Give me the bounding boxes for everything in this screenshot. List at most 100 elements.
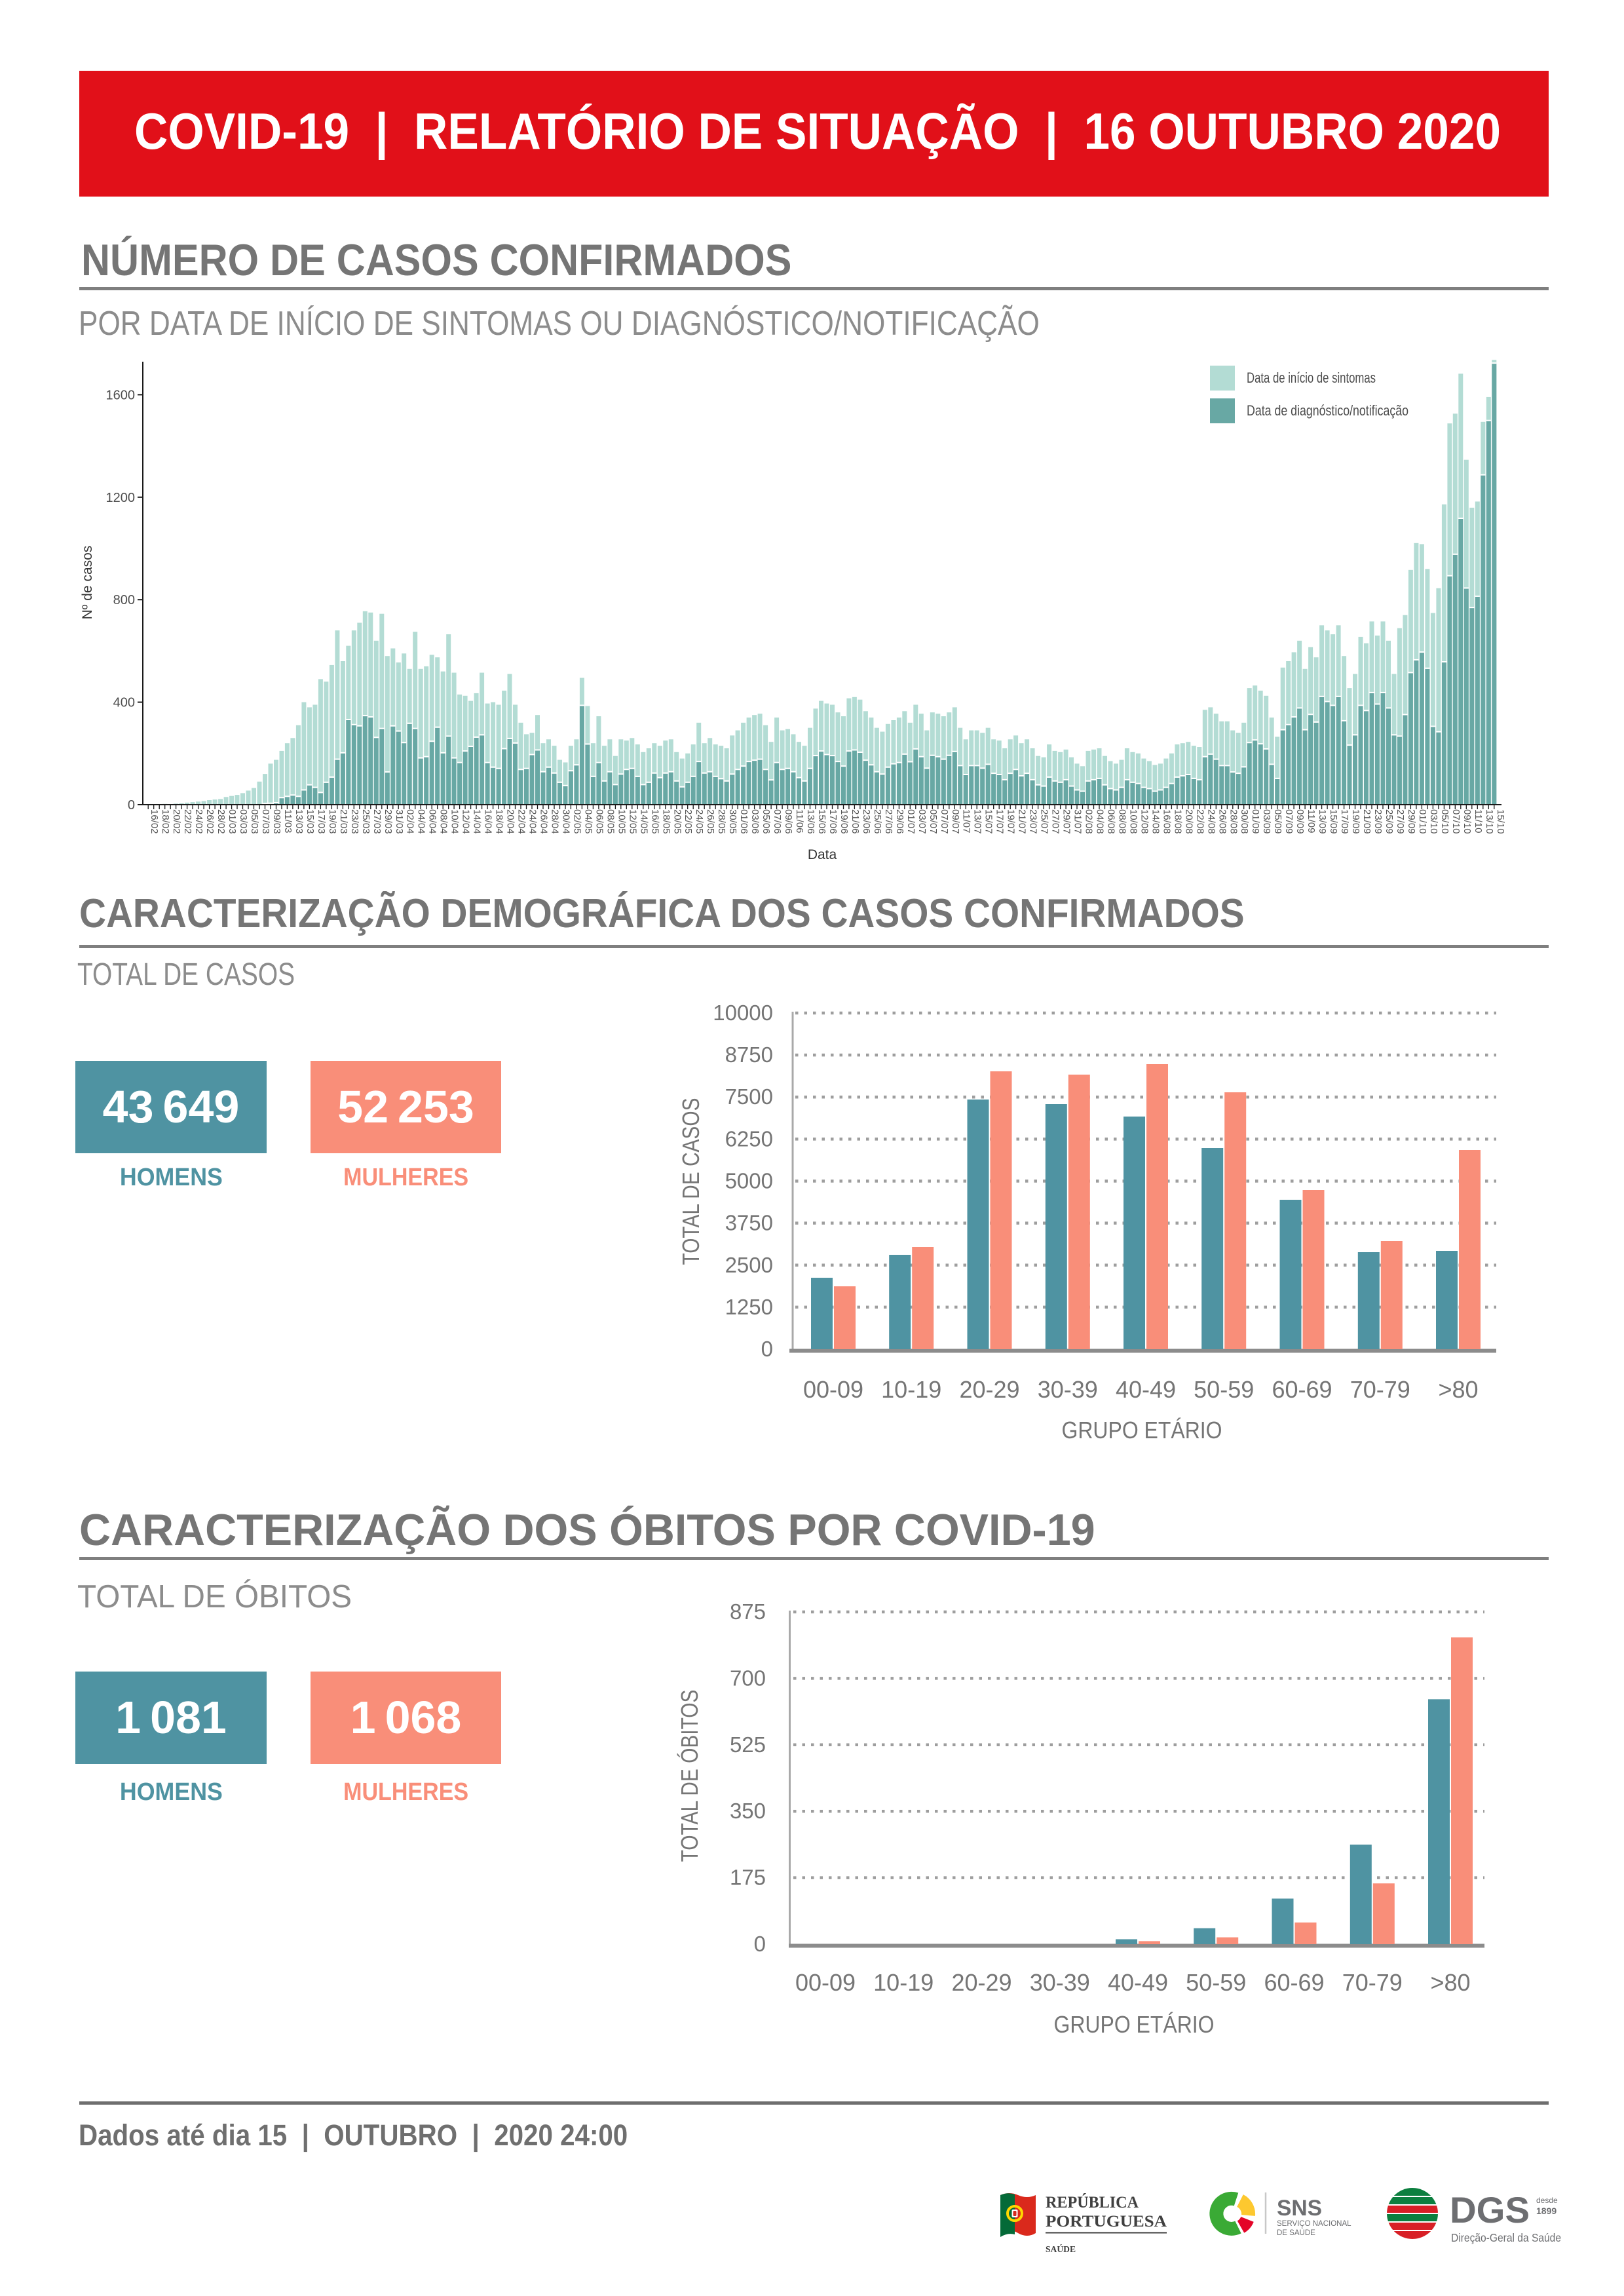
svg-text:50-59: 50-59 [1186,1969,1246,1996]
svg-text:11/07: 11/07 [961,809,972,833]
svg-text:20/08: 20/08 [1183,809,1194,834]
svg-text:28/05: 28/05 [716,809,727,834]
svg-text:15/03: 15/03 [305,809,316,834]
svg-text:25/07: 25/07 [1039,809,1050,834]
svg-text:10-19: 10-19 [873,1969,934,1996]
svg-text:5000: 5000 [725,1169,773,1193]
svg-text:70-79: 70-79 [1350,1376,1410,1403]
svg-text:24/04: 24/04 [527,809,538,834]
svg-text:27/03: 27/03 [371,809,383,834]
svg-text:07/09: 07/09 [1283,809,1294,834]
svg-text:16/04: 16/04 [483,809,494,834]
svg-text:10000: 10000 [713,1001,773,1025]
svg-text:30-39: 30-39 [1038,1376,1098,1403]
svg-text:02/05: 02/05 [571,809,582,834]
svg-text:05/09: 05/09 [1272,809,1283,834]
svg-text:27/06: 27/06 [883,809,894,834]
svg-text:08/05: 08/05 [605,809,616,834]
svg-text:Data: Data [808,847,837,862]
svg-text:07/03: 07/03 [260,809,271,834]
svg-text:07/10: 07/10 [1450,809,1462,834]
svg-text:01/10: 01/10 [1417,809,1428,834]
svg-text:13/07: 13/07 [972,809,983,834]
svg-text:03/03: 03/03 [238,809,249,834]
svg-text:12/08: 12/08 [1139,809,1150,834]
svg-text:03/06: 03/06 [749,809,761,834]
svg-text:23/07: 23/07 [1028,809,1039,834]
svg-text:00-09: 00-09 [803,1376,863,1403]
svg-text:525: 525 [730,1732,766,1757]
svg-text:09/06: 09/06 [783,809,794,834]
svg-text:11/03: 11/03 [282,809,293,833]
svg-text:800: 800 [113,593,135,607]
svg-text:60-69: 60-69 [1272,1376,1332,1403]
svg-text:16/02: 16/02 [149,809,160,834]
svg-text:19/07: 19/07 [1006,809,1017,834]
svg-text:17/07: 17/07 [994,809,1006,834]
svg-text:28/02: 28/02 [216,809,227,834]
svg-text:GRUPO ETÁRIO: GRUPO ETÁRIO [1054,2011,1215,2038]
svg-text:23/03: 23/03 [349,809,360,834]
svg-text:06/05: 06/05 [594,809,605,834]
svg-text:07/06: 07/06 [772,809,783,834]
svg-text:2500: 2500 [725,1253,773,1277]
svg-text:24/08: 24/08 [1205,809,1217,834]
svg-text:19/03: 19/03 [327,809,338,834]
svg-text:21/03: 21/03 [338,809,349,834]
svg-text:30/04: 30/04 [561,809,572,834]
svg-text:SAÚDE: SAÚDE [1046,2244,1076,2255]
svg-text:SNS: SNS [1277,2196,1322,2221]
svg-text:04/05: 04/05 [582,809,594,834]
svg-text:22/04: 22/04 [516,809,527,834]
svg-text:04/04: 04/04 [416,809,427,834]
svg-text:875: 875 [730,1599,766,1624]
svg-text:15/07: 15/07 [983,809,994,834]
svg-text:21/06: 21/06 [850,809,861,834]
svg-text:18/02: 18/02 [160,809,171,834]
svg-text:14/04: 14/04 [472,809,483,834]
svg-text:17/06: 17/06 [827,809,839,834]
svg-text:70-79: 70-79 [1342,1969,1403,1996]
svg-text:11/10: 11/10 [1473,809,1484,833]
svg-text:30/05: 30/05 [727,809,738,834]
svg-text:13/06: 13/06 [805,809,816,834]
svg-text:18/08: 18/08 [1172,809,1183,834]
svg-text:DGS: DGS [1450,2189,1530,2230]
svg-text:700: 700 [730,1666,766,1690]
svg-text:11/06: 11/06 [794,809,805,833]
svg-text:27/09: 27/09 [1395,809,1406,834]
svg-text:TOTAL DE ÓBITOS: TOTAL DE ÓBITOS [676,1690,703,1862]
svg-text:175: 175 [730,1866,766,1890]
svg-text:31/07: 31/07 [1072,809,1084,834]
svg-text:15/09: 15/09 [1328,809,1339,834]
svg-text:11/09: 11/09 [1306,809,1317,833]
svg-text:08/08: 08/08 [1117,809,1128,834]
svg-text:14/05: 14/05 [638,809,649,834]
svg-text:1250: 1250 [725,1295,773,1319]
svg-text:09/03: 09/03 [271,809,282,834]
svg-text:8750: 8750 [725,1043,773,1067]
svg-text:29/03: 29/03 [383,809,394,834]
svg-text:02/04: 02/04 [405,809,416,834]
svg-text:24/05: 24/05 [694,809,705,834]
svg-text:6250: 6250 [725,1126,773,1151]
svg-text:15/06: 15/06 [816,809,827,834]
svg-text:0: 0 [128,798,135,813]
svg-text:03/09: 03/09 [1261,809,1272,834]
svg-text:15/10: 15/10 [1495,809,1506,834]
svg-text:13/03: 13/03 [293,809,305,834]
svg-text:20-29: 20-29 [959,1376,1019,1403]
svg-text:30/08: 30/08 [1239,809,1250,834]
svg-text:0: 0 [754,1932,766,1956]
svg-text:20/02: 20/02 [171,809,182,834]
svg-text:08/04: 08/04 [438,809,449,834]
svg-text:19/06: 19/06 [839,809,850,834]
svg-text:17/09: 17/09 [1339,809,1350,834]
svg-text:17/03: 17/03 [316,809,327,834]
svg-text:12/05: 12/05 [627,809,638,834]
svg-text:18/05: 18/05 [660,809,671,834]
svg-text:3750: 3750 [725,1211,773,1235]
svg-text:10/04: 10/04 [449,809,461,834]
svg-text:05/06: 05/06 [761,809,772,834]
svg-text:10-19: 10-19 [881,1376,941,1403]
